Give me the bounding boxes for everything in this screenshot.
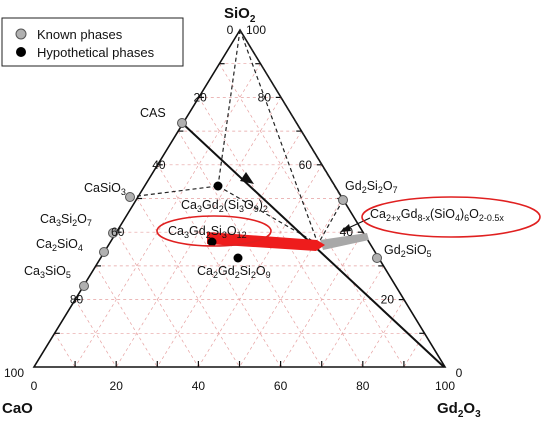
known-phase-marker bbox=[372, 253, 382, 263]
grid-line bbox=[198, 97, 364, 368]
legend-box bbox=[1, 17, 184, 67]
tie-lines bbox=[129, 29, 344, 245]
hypothetical-phase-marker bbox=[213, 181, 223, 191]
tick-label: 80 bbox=[70, 293, 84, 307]
tie-line bbox=[129, 185, 219, 198]
legend-hypothetical-label: Hypothetical phases bbox=[37, 45, 155, 60]
grid-line bbox=[321, 265, 384, 368]
phase-label-ca3si2o7: Ca3Si2O7 bbox=[40, 212, 92, 228]
tick-label: 20 bbox=[110, 379, 124, 393]
legend-known-label: Known phases bbox=[37, 27, 123, 42]
callout-pointer-head bbox=[340, 224, 351, 232]
tie-line bbox=[239, 29, 344, 201]
tie-line bbox=[317, 199, 344, 245]
vertex-label-sio2: SiO2 bbox=[224, 5, 256, 25]
tick-label: 0 bbox=[31, 379, 38, 393]
grid-line bbox=[239, 198, 343, 368]
grid-line bbox=[177, 130, 322, 368]
red-arrow bbox=[207, 232, 325, 251]
tick-marks bbox=[54, 63, 425, 367]
tie-line bbox=[239, 29, 319, 245]
callout-label: Ca2+xGd8-x(SiO4)6O2-0.5x bbox=[370, 207, 504, 223]
phase-label-ca2gd2si2o9: Ca2Gd2Si2O9 bbox=[197, 264, 271, 280]
grid-line bbox=[219, 63, 405, 368]
highlight-ellipse bbox=[156, 215, 272, 247]
grid-lines bbox=[54, 63, 425, 368]
legend-hypothetical-marker bbox=[16, 47, 26, 57]
tick-label: 40 bbox=[192, 379, 206, 393]
tick-label: 40 bbox=[152, 158, 166, 172]
tick-label: 60 bbox=[299, 158, 313, 172]
tick-label: 0 bbox=[456, 366, 463, 380]
known-phase-marker bbox=[125, 192, 135, 202]
tick-label: 80 bbox=[258, 90, 272, 104]
known-phase-marker bbox=[338, 195, 348, 205]
tick-label: 60 bbox=[274, 379, 288, 393]
grid-line bbox=[403, 333, 425, 368]
tick-label: 60 bbox=[111, 225, 125, 239]
vertex-label-cao: CaO bbox=[2, 400, 33, 417]
grid-line bbox=[136, 198, 240, 368]
known-phase-marker bbox=[108, 228, 118, 238]
known-phase-marker bbox=[99, 247, 109, 257]
known-phase-marker bbox=[177, 118, 187, 128]
hypothetical-phase-marker bbox=[233, 253, 243, 263]
phase-label-ca3gd2si6o18: Ca3Gd2(Si3O9)2 bbox=[181, 198, 268, 214]
tick-label: 100 bbox=[4, 366, 24, 380]
phase-label-gd2si2o7: Gd2Si2O7 bbox=[345, 179, 398, 195]
tick-label: 100 bbox=[435, 379, 455, 393]
highlight-ellipse bbox=[361, 196, 541, 238]
vertex-label-gd2o3: Gd2O3 bbox=[437, 400, 481, 420]
tie-line bbox=[217, 185, 319, 245]
phase-label-casio3: CaSiO3 bbox=[84, 181, 126, 197]
phase-label-cas: CAS bbox=[140, 106, 166, 120]
grid-line bbox=[54, 333, 76, 368]
tick-label: 40 bbox=[340, 225, 354, 239]
gray-arrow bbox=[320, 233, 369, 250]
tick-label: 20 bbox=[381, 293, 395, 307]
grid-line bbox=[362, 299, 405, 368]
hypothetical-phase-marker bbox=[207, 237, 217, 247]
grid-line bbox=[157, 130, 302, 368]
phase-label-ca2sio4: Ca2SiO4 bbox=[36, 237, 83, 253]
direction-arrowhead bbox=[240, 172, 254, 184]
tick-label: 0 bbox=[227, 23, 234, 37]
tick-label: 80 bbox=[356, 379, 370, 393]
phase-label-gd2sio5: Gd2SiO5 bbox=[384, 243, 432, 259]
phase-label-ca3gd2si3o12: Ca3Gd2Si3O12 bbox=[168, 224, 247, 240]
tick-label: 20 bbox=[193, 90, 207, 104]
grid-line bbox=[74, 299, 117, 368]
known-phase-marker bbox=[79, 281, 89, 291]
phase-label-ca3sio5: Ca3SiO5 bbox=[24, 264, 71, 280]
grid-line bbox=[74, 63, 261, 368]
grid-line bbox=[95, 265, 158, 368]
tick-label: 100 bbox=[246, 23, 266, 37]
tie-line bbox=[217, 29, 241, 187]
legend-known-marker bbox=[15, 28, 27, 40]
grid-line bbox=[115, 97, 282, 368]
